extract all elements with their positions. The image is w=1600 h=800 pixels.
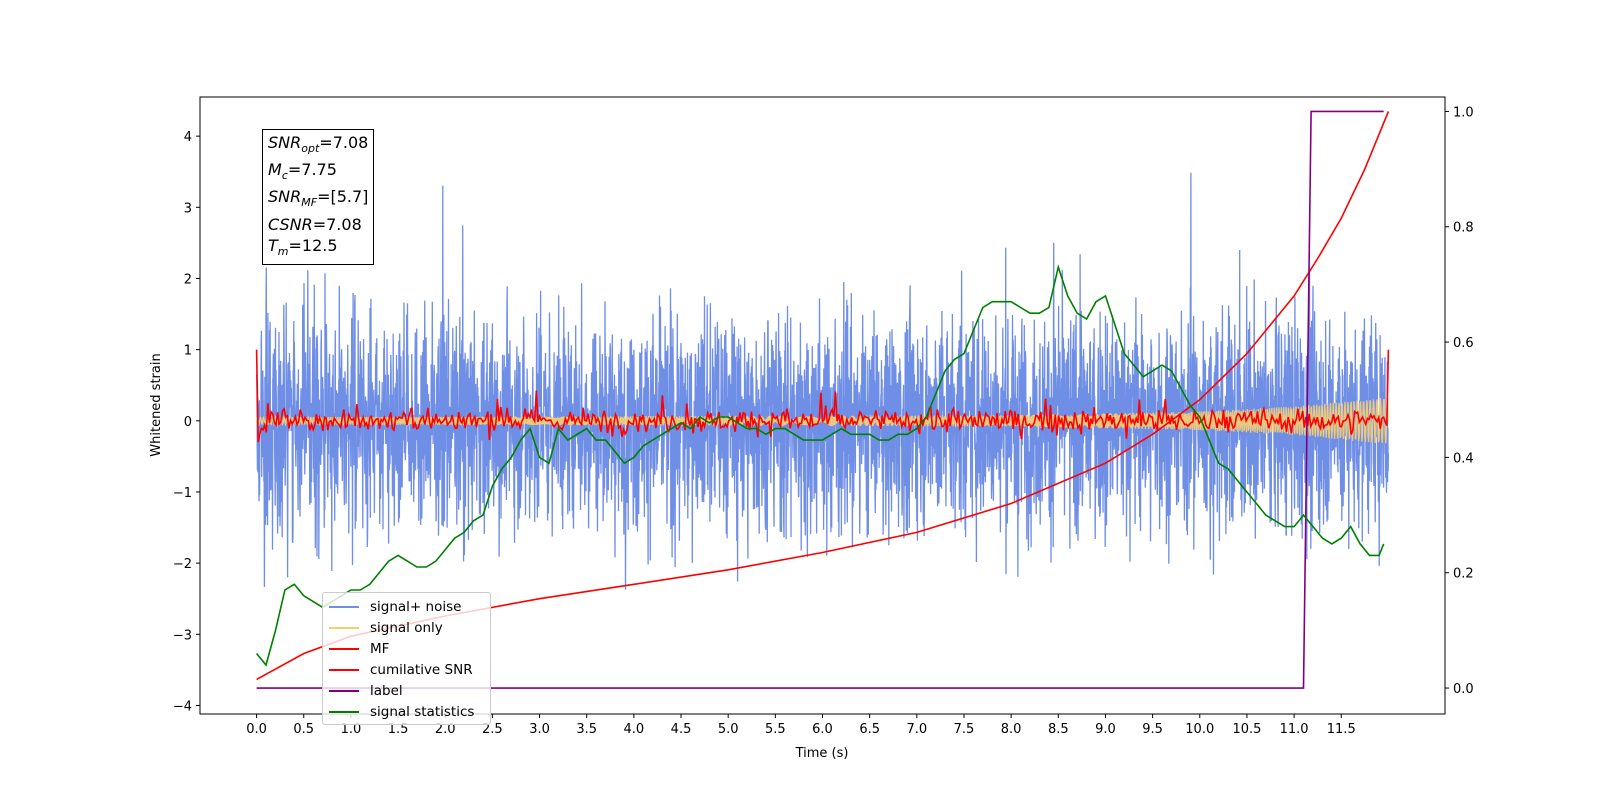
legend-label: signal only [370, 619, 443, 636]
y2-tick-label: 0.0 [1453, 682, 1474, 697]
legend-label: signal+ noise [370, 598, 462, 615]
series-mf [255, 349, 1390, 443]
y2-tick-label: 0.2 [1453, 567, 1474, 582]
y2-tick-label: 0.8 [1453, 221, 1474, 236]
x-tick-label: 8.0 [1001, 722, 1022, 737]
x-tick-label: 1.5 [388, 722, 409, 737]
x-tick-label: 3.0 [529, 722, 550, 737]
y-tick-label: −1 [173, 486, 192, 501]
legend-swatch [329, 710, 359, 713]
x-tick-label: 10.5 [1232, 722, 1261, 737]
y-tick-label: 4 [184, 130, 192, 145]
legend-item: signal+ noise [329, 596, 484, 617]
y-axis: 4 3 2 1 0 −1 −2 −3 −4 [173, 130, 200, 714]
legend-item: signal only [329, 617, 484, 638]
legend-label: label [370, 682, 403, 699]
legend-item: MF [329, 638, 484, 659]
legend-label: cumilative SNR [370, 661, 473, 678]
x-tick-label: 5.0 [718, 722, 739, 737]
metrics-annotation-box: SNRopt=7.08 Mc=7.75 SNRMF=[5.7] CSNR=7.0… [262, 129, 375, 265]
x-tick-label: 4.5 [671, 722, 692, 737]
legend: signal+ noise signal only MF cumilative SNR… [322, 592, 491, 725]
x-tick-label: 9.5 [1142, 722, 1163, 737]
legend-swatch [329, 647, 359, 650]
x-tick-label: 5.5 [765, 722, 786, 737]
x-tick-label: 9.0 [1095, 722, 1116, 737]
x-tick-label: 11.5 [1327, 722, 1356, 737]
x-tick-label: 7.0 [906, 722, 927, 737]
legend-item: cumilative SNR [329, 659, 484, 680]
series-label [256, 110, 1384, 689]
y-axis-label: Whitened strain [149, 353, 164, 456]
annotation-snr-opt: SNRopt=7.08 [268, 133, 369, 156]
x-tick-label: 4.0 [624, 722, 645, 737]
annotation-mc: Mc=7.75 [268, 160, 337, 183]
x-tick-label: 10.0 [1185, 722, 1214, 737]
legend-item: signal statistics [329, 701, 484, 722]
x-tick-label: 11.0 [1280, 722, 1309, 737]
y-tick-label: −3 [173, 628, 192, 643]
x-tick-label: 3.5 [576, 722, 597, 737]
x-tick-label: 6.5 [859, 722, 880, 737]
legend-swatch [329, 626, 359, 629]
x-tick-label: 8.5 [1048, 722, 1069, 737]
x-tick-label: 7.5 [954, 722, 975, 737]
legend-swatch [329, 605, 359, 608]
y-tick-label: 0 [184, 415, 192, 430]
x-tick-label: 0.5 [293, 722, 314, 737]
legend-label: signal statistics [370, 703, 475, 720]
annotation-csnr: CSNR=7.08 [268, 214, 362, 234]
x-tick-label: 0.0 [246, 722, 267, 737]
y2-tick-label: 1.0 [1453, 105, 1474, 120]
x-axis-label: Time (s) [795, 746, 849, 761]
annotation-tm: Tm=12.5 [268, 235, 338, 258]
y2-tick-label: 0.6 [1453, 336, 1474, 351]
y-tick-label: −2 [173, 557, 192, 572]
legend-swatch [329, 668, 359, 671]
series-signal-statistics [255, 264, 1385, 667]
x-tick-label: 6.0 [812, 722, 833, 737]
y-tick-label: 3 [184, 201, 192, 216]
y-tick-label: 2 [184, 272, 192, 287]
y2-axis-right: 1.0 0.8 0.6 0.4 0.2 0.0 [1445, 105, 1474, 697]
y-tick-label: −4 [173, 699, 192, 714]
x-tick-label: 2.5 [482, 722, 503, 737]
legend-swatch [329, 689, 359, 692]
legend-label: MF [370, 640, 390, 657]
legend-item: label [329, 680, 484, 701]
x-axis: 0.0 0.5 1.0 1.5 2.0 2.5 3.0 3.5 4.0 4.5 5.0 5.5 6.0 6… [246, 714, 1356, 737]
x-tick-label: 2.0 [435, 722, 456, 737]
y2-tick-label: 0.4 [1453, 451, 1474, 466]
x-tick-label: 1.0 [341, 722, 362, 737]
series-signal-noise [255, 172, 1390, 590]
y-tick-label: 1 [184, 344, 192, 359]
annotation-snr-mf: SNRMF=[5.7] [268, 187, 369, 210]
